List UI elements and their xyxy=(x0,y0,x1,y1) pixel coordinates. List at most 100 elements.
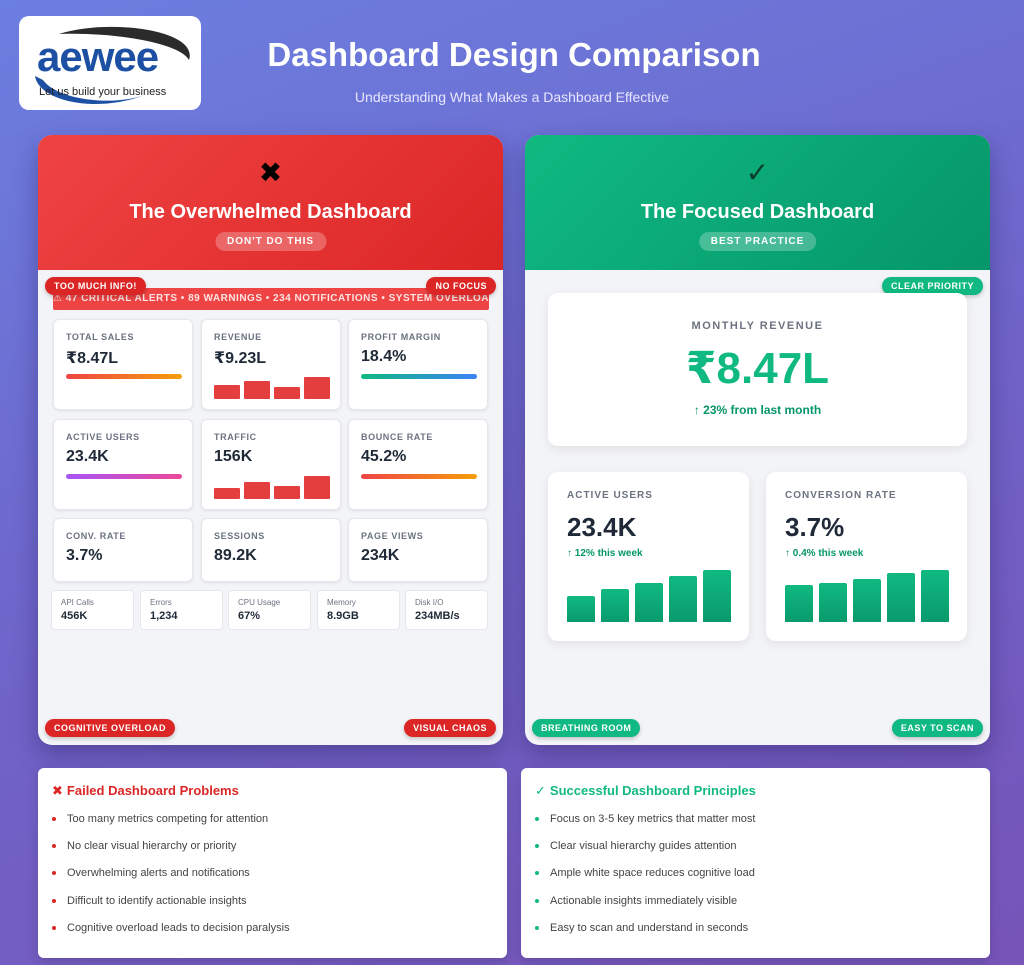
metric-label: CONV. RATE xyxy=(66,531,127,541)
metric-value: 89.2K xyxy=(214,547,257,564)
list-item-text: Too many metrics competing for attention xyxy=(67,813,269,825)
bullet-icon xyxy=(535,844,539,848)
list-item-text: Difficult to identify actionable insight… xyxy=(67,895,247,907)
list-item: Ample white space reduces cognitive load xyxy=(535,867,755,879)
list-item: Easy to scan and understand in seconds xyxy=(535,922,748,934)
card-label: ACTIVE USERS xyxy=(567,490,653,501)
badge-no-focus: NO FOCUS xyxy=(426,277,496,295)
active-users-bar-chart xyxy=(567,568,731,622)
mini-chart-bar xyxy=(244,482,270,499)
successful-principles-card: ✓ Successful Dashboard Principles Focus o… xyxy=(521,768,990,958)
successful-principles-title-text: Successful Dashboard Principles xyxy=(549,783,756,798)
gradient-bar xyxy=(361,474,477,479)
alert-banner: ⚠ 47 CRITICAL ALERTS • 89 WARNINGS • 234… xyxy=(53,288,489,310)
metric-label: TRAFFIC xyxy=(214,432,257,442)
bullet-icon xyxy=(535,817,539,821)
metric-value: 3.7% xyxy=(66,547,103,564)
bullet-icon xyxy=(52,844,56,848)
badge-breathing-room: BREATHING ROOM xyxy=(532,719,641,737)
mini-chart-bar xyxy=(214,488,240,499)
metric-card-sessions: SESSIONS 89.2K xyxy=(201,518,341,582)
badge-easy-to-scan: EASY TO SCAN xyxy=(891,719,983,737)
failed-problems-title-text: Failed Dashboard Problems xyxy=(66,783,239,798)
chart-bar xyxy=(887,573,915,622)
chart-bar xyxy=(819,583,847,622)
small-metric-label: Errors xyxy=(150,598,172,607)
list-item: Clear visual hierarchy guides attention xyxy=(535,840,737,852)
failed-problems-title: ✖ Failed Dashboard Problems xyxy=(52,783,239,799)
overwhelmed-panel-title: The Overwhelmed Dashboard xyxy=(129,201,412,223)
mini-chart-bar xyxy=(214,384,240,399)
revenue-mini-chart xyxy=(214,375,330,399)
list-item-text: Overwhelming alerts and notifications xyxy=(67,867,250,879)
card-change: ↑ 0.4% this week xyxy=(785,548,864,559)
focused-panel-title: The Focused Dashboard xyxy=(640,201,875,223)
hero-change: ↑ 23% from last month xyxy=(693,403,822,417)
metric-label: REVENUE xyxy=(214,332,262,342)
metric-card-active-users: ACTIVE USERS 23.4K xyxy=(53,419,193,510)
list-item: No clear visual hierarchy or priority xyxy=(52,840,236,852)
badge-clear-priority: CLEAR PRIORITY xyxy=(881,277,983,295)
list-item: Too many metrics competing for attention xyxy=(52,813,268,825)
best-practice-pill: BEST PRACTICE xyxy=(698,232,817,251)
small-metric-api-calls: API Calls 456K xyxy=(51,590,134,630)
metric-value: ₹9.23L xyxy=(214,350,267,367)
small-metric-label: Memory xyxy=(327,598,356,607)
small-metric-label: CPU Usage xyxy=(238,598,281,607)
metric-card-profit-margin: PROFIT MARGIN 18.4% xyxy=(348,319,488,410)
bullet-icon xyxy=(52,926,56,930)
logo-brand: aewee xyxy=(37,33,159,80)
chart-bar xyxy=(785,585,813,622)
small-metric-label: Disk I/O xyxy=(415,598,444,607)
metric-card-total-sales: TOTAL SALES ₹8.47L xyxy=(53,319,193,410)
card-change: ↑ 12% this week xyxy=(567,548,643,559)
mini-chart-bar xyxy=(304,377,330,399)
hero-label: MONTHLY REVENUE xyxy=(691,320,824,332)
list-item-text: Cognitive overload leads to decision par… xyxy=(67,922,290,934)
small-metric-value: 234MB/s xyxy=(415,610,460,622)
list-item-text: Easy to scan and understand in seconds xyxy=(550,922,749,934)
chart-bar xyxy=(635,583,663,622)
metric-card-bounce-rate: BOUNCE RATE 45.2% xyxy=(348,419,488,510)
list-item: Overwhelming alerts and notifications xyxy=(52,867,250,879)
metric-value: 18.4% xyxy=(361,348,407,365)
chart-bar xyxy=(669,575,697,622)
card-label: CONVERSION RATE xyxy=(785,490,897,501)
logo-swoosh xyxy=(35,26,190,105)
list-item-text: No clear visual hierarchy or priority xyxy=(67,840,237,852)
metric-card-revenue: REVENUE ₹9.23L xyxy=(201,319,341,410)
chart-bar xyxy=(853,578,881,622)
metric-value: 23.4K xyxy=(66,448,109,465)
list-item-text: Clear visual hierarchy guides attention xyxy=(550,840,737,852)
bullet-icon xyxy=(535,926,539,930)
bullet-icon xyxy=(52,817,56,821)
gradient-bar xyxy=(361,374,477,379)
badge-too-much-info: TOO MUCH INFO! xyxy=(45,277,146,295)
mini-chart-bar xyxy=(274,387,300,399)
hero-value: ₹8.47L xyxy=(685,344,830,393)
small-metric-memory: Memory 8.9GB xyxy=(317,590,400,630)
metric-label: SESSIONS xyxy=(214,531,265,541)
badge-visual-chaos: VISUAL CHAOS xyxy=(404,719,496,737)
chart-bar xyxy=(601,588,629,622)
conversion-rate-bar-chart xyxy=(785,568,949,622)
page-subtitle: Understanding What Makes a Dashboard Eff… xyxy=(354,89,670,105)
metric-value: 45.2% xyxy=(361,448,407,465)
list-item: Actionable insights immediately visible xyxy=(535,895,737,907)
metric-value: 234K xyxy=(361,547,400,564)
small-metric-value: 8.9GB xyxy=(327,610,359,622)
chart-bar xyxy=(567,596,595,622)
failed-problems-card: ✖ Failed Dashboard Problems Too many metr… xyxy=(38,768,507,958)
metric-label: PROFIT MARGIN xyxy=(361,332,441,342)
mini-chart-bar xyxy=(304,476,330,499)
successful-principles-title: ✓ Successful Dashboard Principles xyxy=(535,783,756,799)
logo-tagline: Let us build your business xyxy=(39,86,167,98)
metric-card-page-views: PAGE VIEWS 234K xyxy=(348,518,488,582)
small-metric-value: 67% xyxy=(238,610,261,622)
metric-card-conv-rate: CONV. RATE 3.7% xyxy=(53,518,193,582)
list-item: Difficult to identify actionable insight… xyxy=(52,895,247,907)
card-value: 3.7% xyxy=(785,512,845,542)
chart-bar xyxy=(921,570,949,622)
list-item-text: Actionable insights immediately visible xyxy=(550,895,738,907)
monthly-revenue-hero: MONTHLY REVENUE ₹8.47L ↑ 23% from last m… xyxy=(548,293,967,446)
